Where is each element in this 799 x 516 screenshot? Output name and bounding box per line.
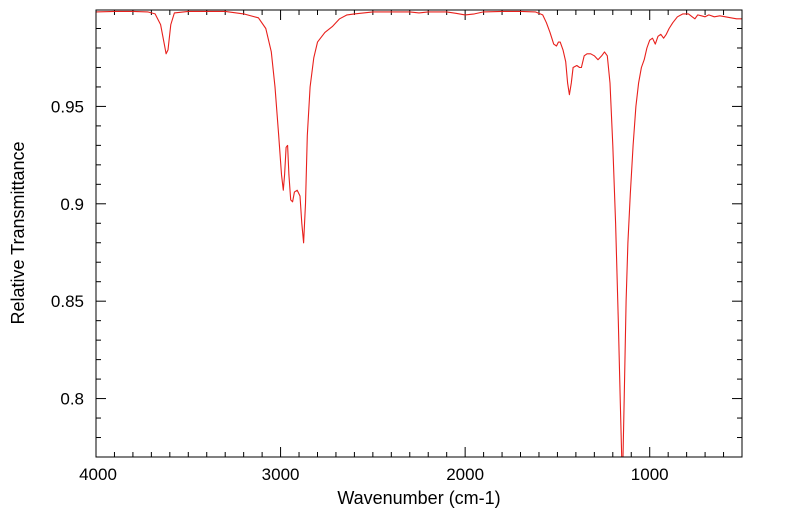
x-axis-title: Wavenumber (cm-1) <box>337 488 500 508</box>
y-tick-label: 0.9 <box>60 195 84 214</box>
series-group <box>95 10 742 458</box>
y-tick-label: 0.85 <box>51 292 84 311</box>
major-ticks <box>95 10 742 457</box>
x-tick-label: 3000 <box>262 465 300 484</box>
y-tick-label: 0.95 <box>51 97 84 116</box>
minor-ticks <box>96 10 743 458</box>
y-axis-title: Relative Transmittance <box>8 141 28 324</box>
x-tick-label: 1000 <box>631 465 669 484</box>
spectrum-line <box>95 10 742 458</box>
y-tick-labels: 0.8 0.85 0.9 0.95 <box>51 97 84 408</box>
plot-frame <box>95 9 743 458</box>
x-tick-labels: 4000 3000 2000 1000 <box>79 465 669 484</box>
y-tick-label: 0.8 <box>60 390 84 409</box>
x-tick-label: 4000 <box>79 465 117 484</box>
x-tick-label: 2000 <box>446 465 484 484</box>
